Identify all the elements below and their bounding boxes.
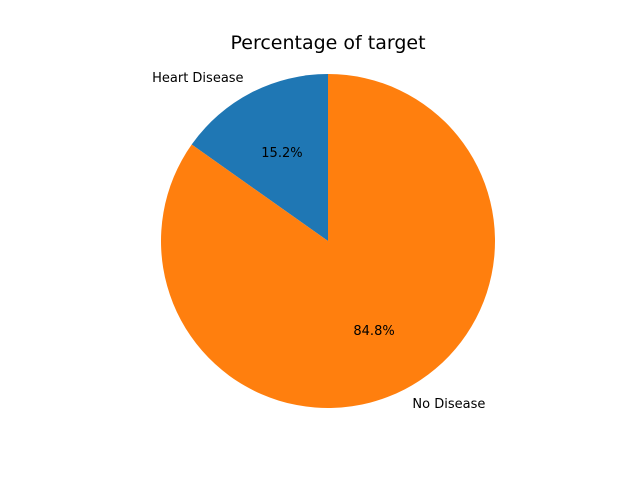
pie-slice-heart-disease <box>191 74 328 241</box>
pie-slices <box>160 74 495 408</box>
slice-percent-label: 84.8% <box>353 324 394 339</box>
pie-labels: Heart Disease 15.2% No Disease 84.8% <box>152 71 485 412</box>
slice-label: No Disease <box>412 397 485 412</box>
slice-label: Heart Disease <box>152 71 243 86</box>
slice-percent-label: 15.2% <box>261 146 302 161</box>
chart-title: Percentage of target <box>230 32 425 54</box>
pie-slice-no-disease <box>160 74 495 408</box>
